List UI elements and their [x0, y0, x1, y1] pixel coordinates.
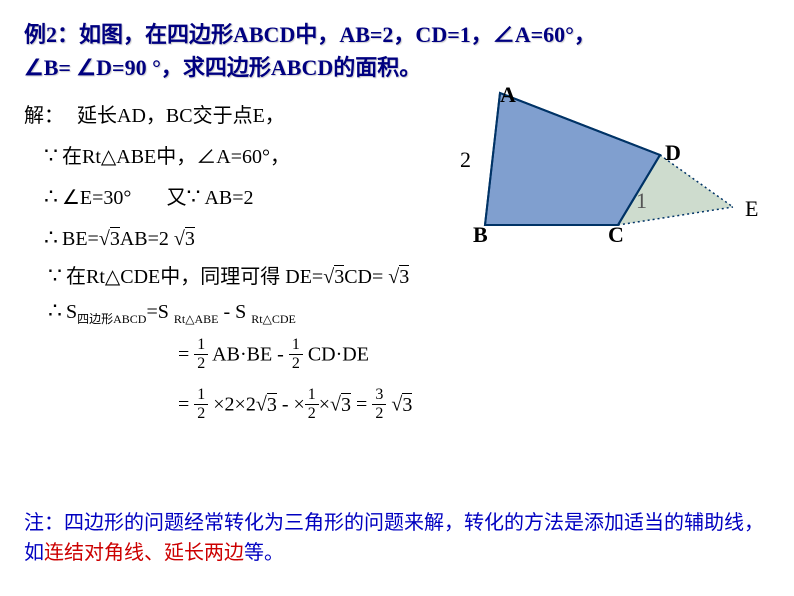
s8g: = — [351, 394, 372, 416]
bc2 — [186, 187, 204, 209]
tf1 — [44, 187, 62, 209]
f1d: 2 — [194, 355, 208, 373]
s8h: √ — [386, 394, 402, 416]
s4a: BE=√ — [62, 228, 110, 250]
s8e: ×√ — [319, 394, 341, 416]
f5n: 3 — [372, 386, 386, 405]
frac5: 32 — [372, 386, 386, 422]
f3d: 2 — [194, 405, 208, 423]
note-t2: 连结对角线、延长两边 — [44, 542, 244, 564]
problem-line1: 例2：如图，在四边形ABCD中，AB=2，CD=1，∠A=60°， — [24, 18, 764, 51]
note: 注：四边形的问题经常转化为三角形的问题来解，转化的方法是添加适当的辅助线，如连结… — [24, 508, 764, 568]
step-2: 在Rt△ABE中，∠A=60°， — [44, 138, 464, 173]
f4d: 2 — [305, 405, 319, 423]
s8c: 3 — [267, 393, 277, 415]
frac2: 12 — [289, 336, 303, 372]
s7c: CD·DE — [303, 344, 369, 366]
s8i: 3 — [402, 393, 412, 415]
bc3 — [48, 266, 66, 288]
s8b: ×2×2√ — [208, 394, 267, 416]
s6c: - S — [218, 301, 251, 323]
step-8: = 12 ×2×2√3 - ×12×√3 = 32 √3 — [178, 388, 412, 424]
s3a: ∠E=30° — [62, 187, 131, 209]
f4n: 1 — [305, 386, 319, 405]
s7a: = — [178, 344, 194, 366]
problem-line2: ∠B= ∠D=90 °，求四边形ABCD的面积。 — [24, 51, 764, 84]
frac3: 12 — [194, 386, 208, 422]
frac4: 12 — [305, 386, 319, 422]
sol-s1: 延长AD，BC交于点E， — [77, 105, 285, 127]
s3c: AB=2 — [204, 187, 253, 209]
s6b: =S — [146, 301, 173, 323]
sol-label: 解： — [24, 105, 64, 127]
s5d: 3 — [399, 265, 409, 287]
step-intro: 解： 延长AD，BC交于点E， — [24, 100, 464, 132]
vertex-E: E — [745, 196, 758, 222]
s6as: 四边形ABCD — [77, 312, 146, 326]
solution: 解： 延长AD，BC交于点E， 在Rt△ABE中，∠A=60°， ∠E=30° … — [24, 100, 464, 262]
vertex-B: B — [473, 222, 488, 248]
vertex-D: D — [665, 140, 681, 166]
s4b: 3 — [110, 227, 120, 249]
vertex-C: C — [608, 222, 624, 248]
f2d: 2 — [289, 355, 303, 373]
f1n: 1 — [194, 336, 208, 355]
bc1 — [44, 146, 62, 168]
s7b: AB·BE - — [208, 344, 289, 366]
tf2 — [44, 228, 62, 250]
s4d: 3 — [185, 227, 195, 249]
step-3: ∠E=30° 又 AB=2 — [44, 179, 464, 214]
vertex-A: A — [500, 82, 516, 108]
s5c: CD= √ — [344, 266, 399, 288]
step-6: S四边形ABCD=S Rt△ABE - S Rt△CDE — [48, 298, 296, 327]
tf3 — [48, 301, 66, 323]
s8a: = — [178, 394, 194, 416]
side-CD: 1 — [636, 188, 647, 214]
f5d: 2 — [372, 405, 386, 423]
f3n: 1 — [194, 386, 208, 405]
s6cs: Rt△CDE — [251, 312, 296, 326]
problem-statement: 例2：如图，在四边形ABCD中，AB=2，CD=1，∠A=60°， ∠B= ∠D… — [24, 18, 764, 84]
s5a: 在Rt△CDE中，同理可得 DE=√ — [66, 266, 334, 288]
s3b: 又 — [166, 187, 186, 209]
note-t3: 等。 — [244, 542, 284, 564]
s8f: 3 — [341, 393, 351, 415]
s4c: AB=2 √ — [120, 228, 185, 250]
s8d: - × — [277, 394, 305, 416]
frac1: 12 — [194, 336, 208, 372]
s5b: 3 — [334, 265, 344, 287]
s6bs: Rt△ABE — [174, 312, 219, 326]
step-7: = 12 AB·BE - 12 CD·DE — [178, 338, 369, 374]
step-4: BE=√3AB=2 √3 — [44, 220, 464, 255]
s2: 在Rt△ABE中，∠A=60°， — [62, 146, 290, 168]
s6a: S — [66, 301, 77, 323]
step-5: 在Rt△CDE中，同理可得 DE=√3CD= √3 — [48, 260, 409, 289]
f2n: 1 — [289, 336, 303, 355]
